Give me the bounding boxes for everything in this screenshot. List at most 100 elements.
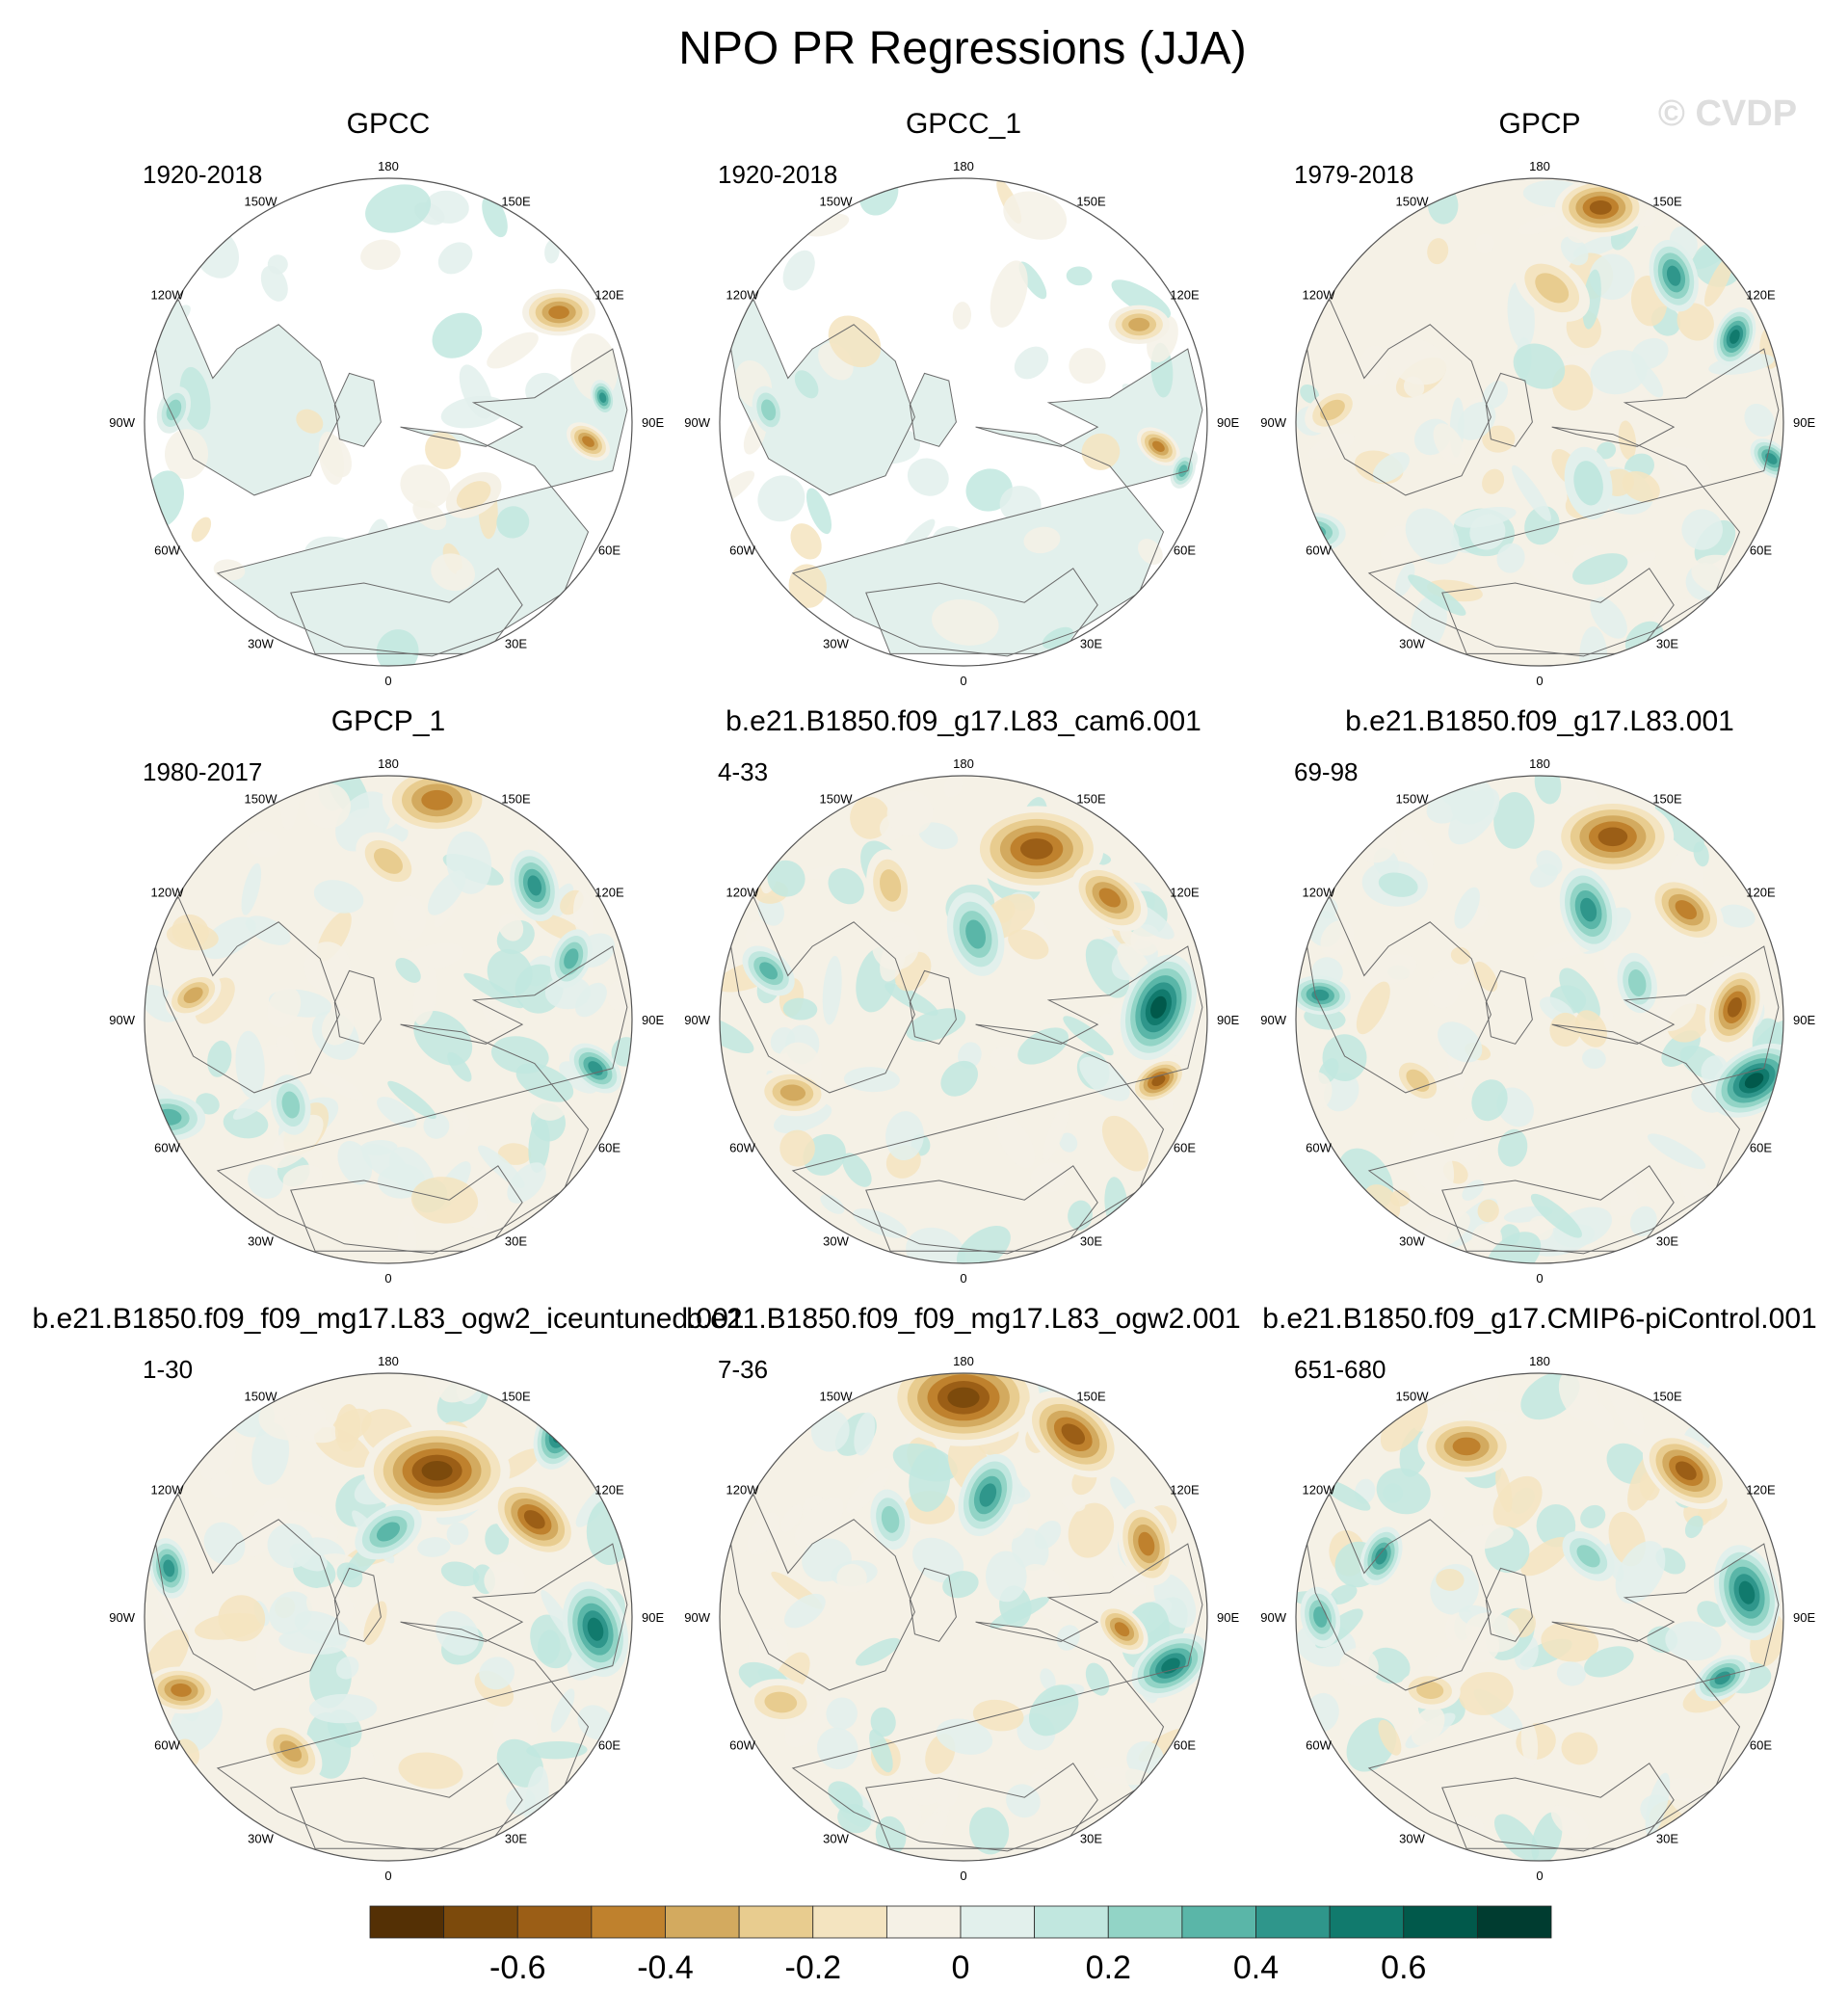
field-blob xyxy=(440,395,507,429)
longitude-label: 150W xyxy=(820,195,854,209)
field-blob xyxy=(1008,929,1049,960)
field-blob xyxy=(377,1097,417,1128)
longitude-labels: 180 150E 120E 90E 60E 30E 0 30W 60W 90W 120W 150W xyxy=(1260,1354,1815,1883)
field-blob xyxy=(525,372,564,409)
field-blob xyxy=(1030,1162,1068,1194)
panel-years: 4-33 xyxy=(718,757,768,786)
longitude-label: 150W xyxy=(1396,792,1430,807)
field-blob xyxy=(990,260,1028,328)
coastline xyxy=(1485,372,1533,447)
coastline xyxy=(1300,896,1492,1094)
longitude-label: 120W xyxy=(151,1483,185,1498)
panel-title: GPCP_1 xyxy=(331,705,445,737)
feature-contour xyxy=(1580,897,1597,922)
field-blob xyxy=(828,867,864,905)
longitude-labels: 180 150E 120E 90E 60E 30E 0 30W 60W 90W 120W 150W xyxy=(684,756,1239,1286)
field-blob xyxy=(1003,191,1068,240)
feature-contour xyxy=(881,1505,900,1533)
field-blob xyxy=(245,915,291,945)
feature-contour xyxy=(1114,1622,1130,1637)
longitude-label: 30E xyxy=(1080,637,1102,651)
feature-contour xyxy=(880,869,902,902)
cvdp-watermark: © CVDP xyxy=(1658,93,1797,134)
field-blob xyxy=(572,889,594,939)
field-blob xyxy=(1093,1766,1154,1786)
longitude-label: 30E xyxy=(505,637,527,651)
longitude-label: 150E xyxy=(1076,792,1106,807)
map-boundary xyxy=(1295,177,1784,667)
field-blob xyxy=(423,1112,450,1139)
longitude-label: 30W xyxy=(1399,1832,1425,1846)
field-blob xyxy=(1561,1732,1598,1765)
field-blob xyxy=(757,475,805,522)
longitude-label: 120W xyxy=(726,886,760,900)
field-blob xyxy=(267,987,302,1028)
field-blob xyxy=(242,1497,288,1557)
longitude-label: 120E xyxy=(594,1483,624,1498)
longitude-label: 30E xyxy=(1656,1832,1678,1846)
longitude-labels: 180 150E 120E 90E 60E 30E 0 30W 60W 90W 120W 150W xyxy=(109,756,664,1286)
field-blob xyxy=(491,1707,539,1753)
field-blob xyxy=(267,1523,315,1569)
colorbar-box xyxy=(1181,1905,1256,1939)
regression-field xyxy=(145,178,632,666)
feature-contour xyxy=(1138,1531,1155,1556)
coastline xyxy=(1300,299,1492,496)
feature-contour xyxy=(1452,1437,1481,1456)
longitude-label: 90E xyxy=(642,1013,664,1027)
field-blob xyxy=(1590,350,1648,395)
longitude-label: 60W xyxy=(1306,1738,1332,1753)
coastline xyxy=(216,1543,628,1852)
field-blob xyxy=(313,880,364,914)
field-blob xyxy=(1323,1073,1360,1112)
field-blob xyxy=(757,895,785,926)
panel-2: GPCC_1 1920-2018 180 150E 120E 90E 60E 30E 0 30W 6… xyxy=(684,108,1239,688)
colorbar-box xyxy=(1329,1905,1405,1939)
field-blob xyxy=(398,1752,463,1790)
longitude-label: 60E xyxy=(598,1738,620,1753)
field-blob xyxy=(345,1746,375,1773)
feature-contour xyxy=(1666,265,1681,286)
field-blob xyxy=(1654,991,1697,1032)
field-blob xyxy=(886,790,934,836)
colorbar-box xyxy=(665,1905,740,1939)
longitude-label: 120W xyxy=(1303,1483,1336,1498)
feature-contour xyxy=(523,1510,545,1529)
coastline xyxy=(148,299,340,496)
field-blob xyxy=(1676,303,1714,341)
longitude-label: 180 xyxy=(1529,1354,1550,1368)
field-blob xyxy=(526,1740,588,1760)
longitude-label: 60W xyxy=(154,1141,180,1155)
field-blob xyxy=(1453,1117,1485,1163)
field-blob xyxy=(1607,1375,1645,1436)
coastline xyxy=(333,372,382,447)
field-blob xyxy=(885,1111,924,1161)
longitude-label: 30E xyxy=(505,1234,527,1249)
coastline xyxy=(724,299,915,496)
longitude-label: 0 xyxy=(384,1869,391,1883)
field-blob xyxy=(906,1008,966,1042)
longitude-label: 120W xyxy=(1303,886,1336,900)
field-blob xyxy=(1529,863,1559,888)
figure-title: NPO PR Regressions (JJA) xyxy=(678,23,1246,74)
longitude-label: 0 xyxy=(384,1271,391,1286)
field-blob xyxy=(817,449,851,475)
feature-contour xyxy=(1061,1423,1086,1445)
field-blob xyxy=(1550,1805,1590,1840)
field-blob xyxy=(400,464,451,509)
field-blob xyxy=(862,427,921,464)
field-blob xyxy=(337,1140,373,1185)
field-blob xyxy=(437,242,473,275)
field-blob xyxy=(842,1153,872,1187)
field-blob xyxy=(990,1047,1017,1071)
field-blob xyxy=(308,1067,364,1100)
field-blob xyxy=(1582,1047,1606,1070)
longitude-label: 120W xyxy=(1303,288,1336,303)
colorbar-box xyxy=(1107,1905,1183,1939)
field-blob xyxy=(201,916,256,960)
field-blob xyxy=(909,1447,951,1512)
field-blob xyxy=(952,302,972,330)
feature-contour xyxy=(764,1691,798,1713)
longitude-label: 30E xyxy=(1656,1234,1678,1249)
land-field-2 xyxy=(910,373,957,447)
